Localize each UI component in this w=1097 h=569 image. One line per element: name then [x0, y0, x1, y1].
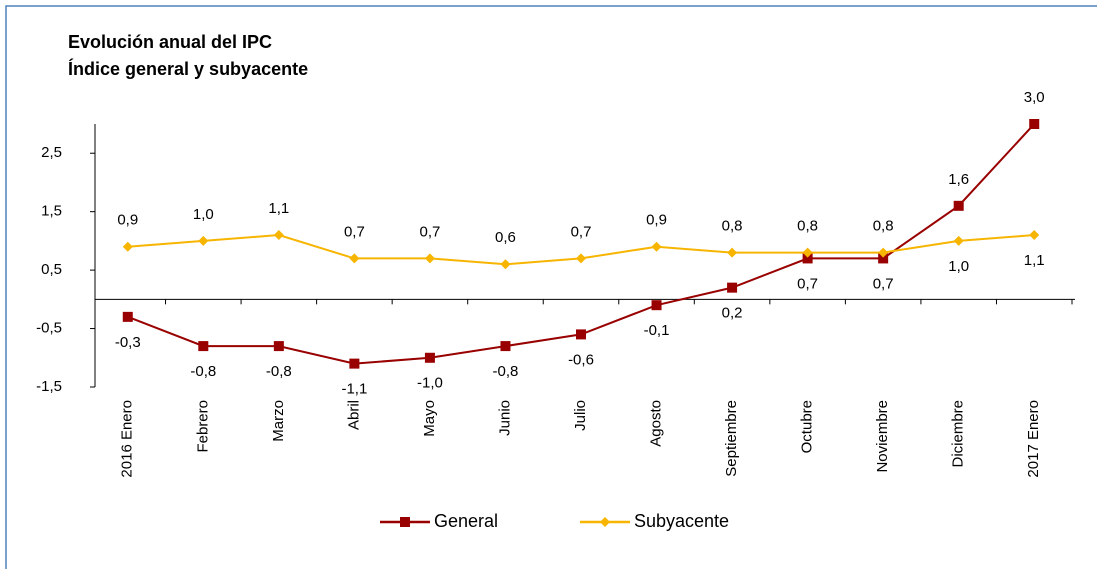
data-label: -0,3 — [115, 334, 141, 351]
marker — [953, 235, 964, 246]
data-label: -0,8 — [266, 363, 292, 380]
x-tick-label: Noviembre — [874, 400, 891, 473]
data-label: 0,6 — [495, 229, 516, 246]
x-tick-label: Marzo — [270, 400, 287, 442]
data-label: -1,0 — [417, 375, 443, 392]
y-tick-label: 0,5 — [41, 261, 62, 278]
data-label: 0,2 — [722, 305, 743, 322]
marker — [349, 358, 360, 369]
x-tick-label: Septiembre — [723, 400, 740, 477]
data-label: 1,6 — [948, 171, 969, 188]
data-label: 0,8 — [797, 218, 818, 235]
x-tick-label: Agosto — [648, 400, 665, 447]
marker — [198, 235, 209, 246]
data-label: 0,7 — [419, 223, 440, 240]
marker — [424, 253, 435, 264]
data-label: 0,8 — [873, 218, 894, 235]
y-tick-label: -1,5 — [36, 378, 62, 395]
data-label: 3,0 — [1024, 89, 1045, 106]
y-tick-label: 1,5 — [41, 203, 62, 220]
data-label: 1,1 — [1024, 252, 1045, 269]
x-tick-label: Febrero — [194, 400, 211, 453]
marker — [349, 253, 360, 264]
marker — [651, 300, 662, 311]
marker — [424, 352, 435, 363]
y-tick-label: -0,5 — [36, 320, 62, 337]
frame — [5, 5, 1097, 569]
data-label: 0,8 — [722, 218, 743, 235]
data-label: 0,9 — [646, 212, 667, 229]
data-label: 0,7 — [571, 223, 592, 240]
legend-label: Subyacente — [634, 511, 729, 531]
marker — [273, 341, 284, 352]
marker — [878, 247, 889, 258]
legend-label: General — [434, 511, 498, 531]
marker — [953, 200, 964, 211]
marker — [727, 282, 738, 293]
marker — [802, 253, 813, 264]
marker — [198, 341, 209, 352]
x-tick-label: Octubre — [799, 400, 816, 453]
data-label: 0,7 — [344, 223, 365, 240]
marker — [727, 247, 738, 258]
marker — [576, 253, 586, 264]
marker — [122, 311, 133, 322]
data-label: -1,1 — [341, 381, 367, 398]
data-label: 1,0 — [948, 258, 969, 275]
marker — [1029, 230, 1040, 241]
data-label: -0,8 — [190, 363, 216, 380]
marker — [122, 241, 133, 252]
data-label: 1,1 — [268, 200, 289, 217]
marker — [400, 517, 410, 527]
x-tick-label: Mayo — [421, 400, 438, 437]
y-tick-label: 2,5 — [41, 144, 62, 161]
x-tick-label: Abril — [345, 400, 362, 430]
marker — [651, 241, 662, 252]
marker — [500, 259, 511, 270]
chart-subtitle: Índice general y subyacente — [68, 58, 308, 79]
marker — [1029, 119, 1040, 129]
marker — [576, 329, 586, 340]
x-tick-label: 2017 Enero — [1025, 400, 1042, 478]
x-tick-label: Diciembre — [950, 400, 967, 468]
data-label: -0,1 — [644, 322, 670, 339]
marker — [500, 341, 511, 352]
marker — [600, 517, 610, 527]
x-tick-label: Junio — [496, 400, 513, 436]
marker — [273, 230, 284, 241]
data-label: 0,9 — [117, 212, 138, 229]
series-line — [127, 123, 1035, 365]
marker — [878, 253, 889, 264]
x-tick-label: 2016 Enero — [119, 400, 136, 478]
x-tick-label: Julio — [572, 400, 589, 431]
data-label: 1,0 — [193, 206, 214, 223]
data-label: 0,7 — [873, 275, 894, 292]
chart-title: Evolución anual del IPC — [68, 32, 272, 52]
data-label: -0,8 — [493, 363, 519, 380]
marker — [802, 247, 813, 258]
data-label: 0,7 — [797, 275, 818, 292]
data-label: -0,6 — [568, 351, 594, 368]
